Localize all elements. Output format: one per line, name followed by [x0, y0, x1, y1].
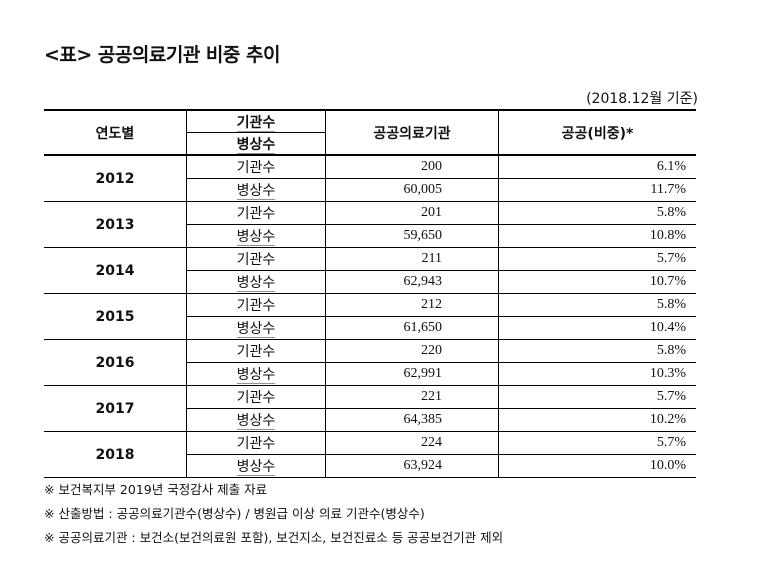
year-cell: 2016 — [44, 339, 187, 386]
header-public-institutions: 공공의료기관 — [325, 109, 499, 156]
year-cell: 2018 — [44, 431, 187, 478]
kind-cell-beds: 병상수 — [186, 270, 326, 294]
header-public-ratio: 공공(비중)* — [498, 109, 696, 156]
table-row-institutions: 2013 기관수 201 5.8% — [44, 201, 696, 248]
table-row-institutions: 2012 기관수 200 6.1% — [44, 154, 696, 202]
institution-count: 221 — [325, 385, 499, 409]
kind-cell-beds: 병상수 — [186, 362, 326, 386]
header-kind-beds-label: 병상수 — [236, 136, 276, 154]
institution-count: 211 — [325, 247, 499, 271]
bed-ratio: 10.8% — [498, 224, 696, 248]
kind-beds-label: 병상수 — [236, 322, 276, 338]
institution-ratio: 6.1% — [498, 154, 696, 179]
institution-count: 220 — [325, 339, 499, 363]
header-kind-institutions: 기관수 — [186, 109, 326, 133]
bed-ratio: 10.4% — [498, 316, 696, 340]
institution-count: 200 — [325, 154, 499, 179]
kind-beds-label: 병상수 — [236, 230, 276, 246]
bed-count: 63,924 — [325, 454, 499, 478]
table-title: <표> 공공의료기관 비중 추이 — [44, 44, 280, 66]
footnotes: ※ 보건복지부 2019년 국정감사 제출 자료 ※ 산출방법 : 공공의료기관… — [44, 478, 503, 550]
bed-ratio: 11.7% — [498, 178, 696, 202]
bed-count: 64,385 — [325, 408, 499, 432]
kind-cell-beds: 병상수 — [186, 178, 326, 202]
institution-count: 201 — [325, 201, 499, 225]
bed-count: 59,650 — [325, 224, 499, 248]
kind-beds-label: 병상수 — [236, 368, 276, 384]
institution-count: 212 — [325, 293, 499, 317]
institution-count: 224 — [325, 431, 499, 455]
kind-cell-institutions: 기관수 — [186, 385, 326, 409]
table-body: 2012 기관수 200 6.1% 병상수 60,005 11.7% 2013 기관수 201 5.… — [44, 154, 696, 478]
table-row-institutions: 2018 기관수 224 5.7% — [44, 431, 696, 478]
kind-cell-institutions: 기관수 — [186, 247, 326, 271]
bed-count: 60,005 — [325, 178, 499, 202]
institution-ratio: 5.8% — [498, 339, 696, 363]
header-kind-beds: 병상수 — [186, 132, 326, 156]
institution-ratio: 5.7% — [498, 247, 696, 271]
bed-ratio: 10.2% — [498, 408, 696, 432]
year-cell: 2012 — [44, 154, 187, 202]
kind-cell-institutions: 기관수 — [186, 154, 326, 179]
institution-ratio: 5.8% — [498, 201, 696, 225]
public-medical-institution-table: 연도별 기관수 공공의료기관 공공(비중)* 병상수 2012 기관수 200 6.1… — [44, 109, 696, 478]
bed-ratio: 10.0% — [498, 454, 696, 478]
year-cell: 2015 — [44, 293, 187, 340]
reference-date: (2018.12월 기준) — [586, 91, 698, 107]
table-row-institutions: 2015 기관수 212 5.8% — [44, 293, 696, 340]
kind-cell-institutions: 기관수 — [186, 293, 326, 317]
footnote-method: ※ 산출방법 : 공공의료기관수(병상수) / 병원급 이상 의료 기관수(병상… — [44, 506, 425, 521]
institution-ratio: 5.7% — [498, 385, 696, 409]
table-row-institutions: 2017 기관수 221 5.7% — [44, 385, 696, 432]
bed-ratio: 10.3% — [498, 362, 696, 386]
kind-beds-label: 병상수 — [236, 460, 276, 476]
institution-ratio: 5.7% — [498, 431, 696, 455]
kind-cell-institutions: 기관수 — [186, 339, 326, 363]
footnote-source: ※ 보건복지부 2019년 국정감사 제출 자료 — [44, 482, 268, 497]
table-row-beds: 병상수 63,924 10.0% — [44, 454, 696, 478]
kind-cell-beds: 병상수 — [186, 454, 326, 478]
kind-beds-label: 병상수 — [236, 414, 276, 430]
kind-cell-beds: 병상수 — [186, 316, 326, 340]
kind-cell-institutions: 기관수 — [186, 201, 326, 225]
bed-ratio: 10.7% — [498, 270, 696, 294]
year-cell: 2013 — [44, 201, 187, 248]
kind-beds-label: 병상수 — [236, 184, 276, 200]
bed-count: 62,991 — [325, 362, 499, 386]
header-kind-institutions-label: 기관수 — [236, 114, 276, 132]
bed-count: 61,650 — [325, 316, 499, 340]
kind-cell-beds: 병상수 — [186, 408, 326, 432]
table-row-beds: 병상수 60,005 11.7% — [44, 178, 696, 202]
table-row-institutions: 2016 기관수 220 5.8% — [44, 339, 696, 386]
header-year: 연도별 — [44, 109, 187, 156]
table-row-institutions: 2014 기관수 211 5.7% — [44, 247, 696, 294]
footnote-definition: ※ 공공의료기관 : 보건소(보건의료원 포함), 보건지소, 보건진료소 등 … — [44, 530, 504, 545]
year-cell: 2017 — [44, 385, 187, 432]
bed-count: 62,943 — [325, 270, 499, 294]
table-row-beds: 병상수 59,650 10.8% — [44, 224, 696, 248]
kind-cell-beds: 병상수 — [186, 224, 326, 248]
kind-beds-label: 병상수 — [236, 276, 276, 292]
institution-ratio: 5.8% — [498, 293, 696, 317]
year-cell: 2014 — [44, 247, 187, 294]
kind-cell-institutions: 기관수 — [186, 431, 326, 455]
